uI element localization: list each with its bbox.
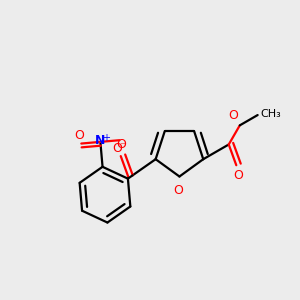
Text: O: O xyxy=(117,138,127,151)
Text: +: + xyxy=(102,133,110,143)
Text: O: O xyxy=(233,169,243,182)
Text: O: O xyxy=(74,129,84,142)
Text: O: O xyxy=(228,110,238,122)
Text: N: N xyxy=(95,134,106,147)
Text: CH₃: CH₃ xyxy=(260,109,281,118)
Text: O: O xyxy=(112,142,122,155)
Text: ⁻: ⁻ xyxy=(119,142,125,152)
Text: O: O xyxy=(173,184,183,197)
